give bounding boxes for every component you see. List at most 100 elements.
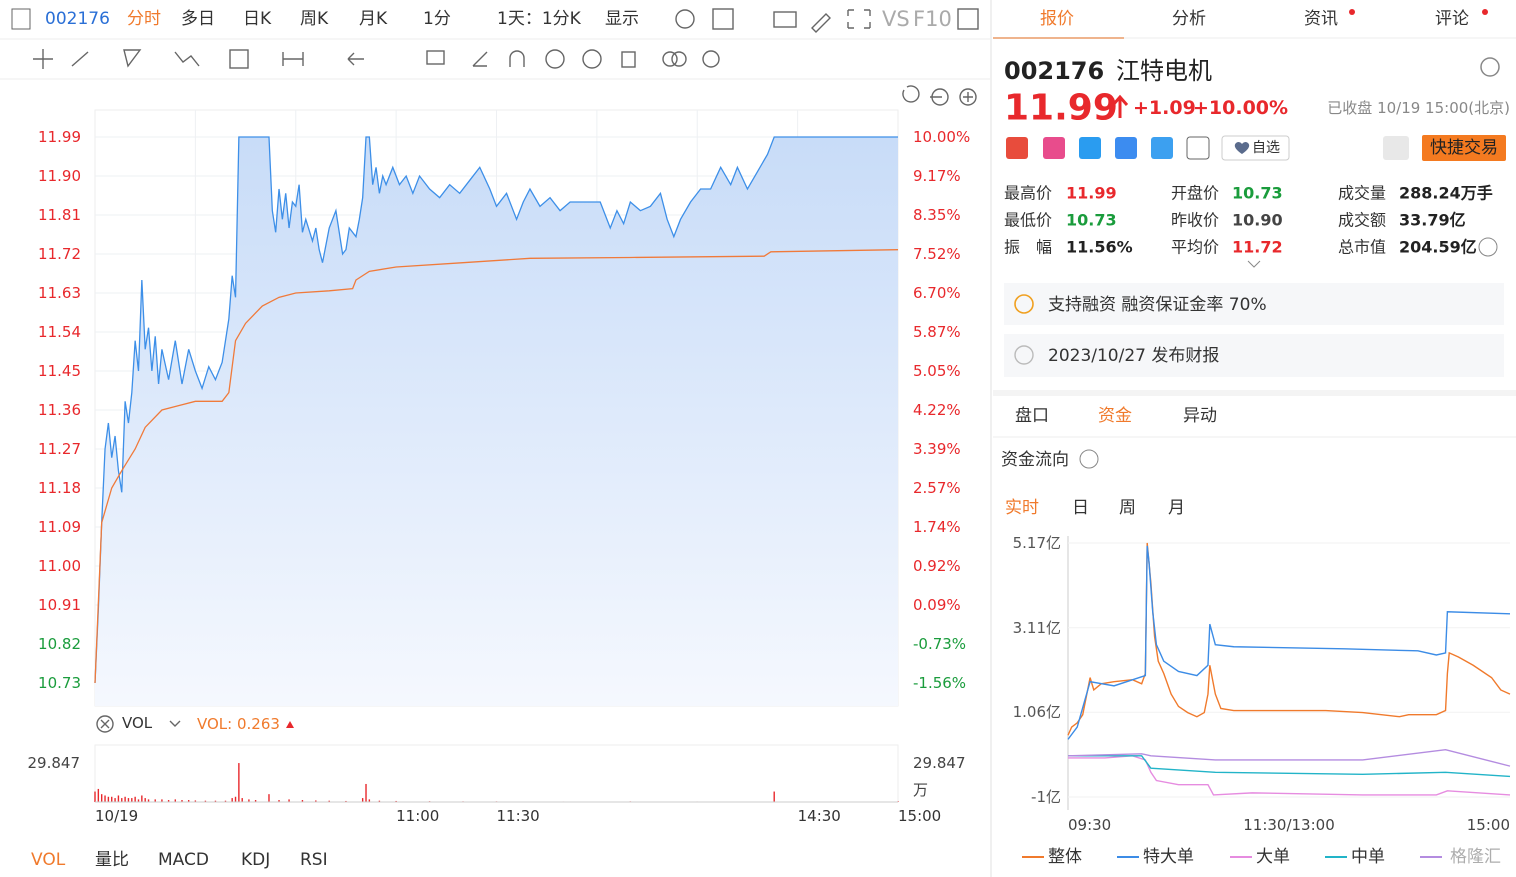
more-icon[interactable] xyxy=(1478,237,1498,257)
y-tick-label: 11.18 xyxy=(38,479,81,497)
indicator-dropdown[interactable] xyxy=(169,720,181,727)
x-tick-label: 15:00 xyxy=(898,807,941,825)
toolbar-item[interactable]: 月K xyxy=(359,9,388,29)
toolbar-item[interactable]: 周K xyxy=(300,9,329,29)
y2-tick-label: 8.35% xyxy=(913,206,961,224)
indicator-tab[interactable]: RSI xyxy=(300,850,328,870)
sub-tab[interactable]: 资金 xyxy=(1098,406,1132,426)
toolbar-item[interactable]: 日K xyxy=(243,9,272,29)
grid-tool[interactable] xyxy=(229,49,249,69)
hide-tool[interactable] xyxy=(582,49,602,69)
volume-bar xyxy=(167,800,170,802)
y2-tick-label: 7.52% xyxy=(913,245,961,263)
legend-label: 中单 xyxy=(1351,847,1385,867)
x-tick-label: 09:30 xyxy=(1068,816,1111,834)
trade-label[interactable]: 快捷交易 xyxy=(1430,138,1498,158)
stock-code[interactable]: 002176 xyxy=(45,9,110,29)
notice-box xyxy=(1004,334,1504,377)
heart-icon xyxy=(1234,142,1250,154)
toolbar-item[interactable]: 分时 xyxy=(127,9,161,29)
y-tick-label: 29.847 xyxy=(28,754,81,772)
section-title: 资金流向 xyxy=(1001,450,1069,470)
badge xyxy=(1151,137,1173,159)
camera-icon[interactable] xyxy=(773,11,797,28)
stat-label: 总市值 xyxy=(1338,238,1386,257)
toolbar-item[interactable]: 显示 xyxy=(605,9,639,29)
volume-bar xyxy=(361,798,364,802)
badge-icons xyxy=(1006,136,1210,160)
note-tool[interactable] xyxy=(426,50,445,65)
fullscreen-icon[interactable] xyxy=(847,9,871,29)
indicator-name[interactable]: VOL xyxy=(122,714,153,732)
watchlist-button[interactable] xyxy=(1221,135,1290,161)
square-icon[interactable] xyxy=(712,8,734,30)
volume-bar xyxy=(100,794,103,802)
tab[interactable]: 报价 xyxy=(1040,9,1074,29)
link-tool[interactable] xyxy=(662,51,678,67)
arrow-tool[interactable] xyxy=(347,52,364,66)
settings-tool[interactable] xyxy=(702,50,720,68)
up-arrow xyxy=(1111,94,1129,118)
zoom-out[interactable] xyxy=(931,88,949,106)
pen-icon[interactable] xyxy=(811,13,831,33)
period-tab[interactable]: 实时 xyxy=(1005,498,1039,518)
toolbar-item[interactable]: VS xyxy=(882,7,910,31)
tab[interactable]: 分析 xyxy=(1172,9,1206,29)
toolbar-item[interactable]: 多日 xyxy=(181,9,215,29)
stat-value: 11.56% xyxy=(1066,238,1133,257)
sub-tab[interactable]: 异动 xyxy=(1183,406,1217,426)
period-tab[interactable]: 周 xyxy=(1119,498,1136,518)
zoom-in[interactable] xyxy=(959,88,977,106)
last-price: 11.99 xyxy=(1004,88,1118,129)
magnet-tool[interactable] xyxy=(509,50,525,67)
y2-tick-label: -0.73% xyxy=(913,635,966,653)
stat-value: 288.24万手 xyxy=(1399,184,1493,203)
trade-button[interactable] xyxy=(1422,135,1506,161)
layout-icon[interactable] xyxy=(957,8,979,30)
wave-tool[interactable] xyxy=(174,51,200,67)
panel-icon[interactable] xyxy=(11,8,31,30)
y2-tick-label: 10.00% xyxy=(913,128,970,146)
indicator-tab[interactable]: MACD xyxy=(158,850,209,870)
range-tool[interactable] xyxy=(282,52,304,66)
y2-tick-label: 5.05% xyxy=(913,362,961,380)
settings-icon[interactable] xyxy=(675,9,695,29)
poly-tool[interactable] xyxy=(123,49,142,68)
y2-tick-label: 0.92% xyxy=(913,557,961,575)
volume-bar xyxy=(181,800,183,802)
angle-tool[interactable] xyxy=(472,51,488,67)
alert-button[interactable] xyxy=(1383,136,1409,160)
settings-icon[interactable] xyxy=(1480,57,1500,77)
tab[interactable]: 评论 xyxy=(1435,9,1469,29)
tab[interactable]: 资讯 xyxy=(1304,9,1338,29)
toolbar-item[interactable]: 1分 xyxy=(423,9,451,29)
watermark: 格隆汇 xyxy=(1450,847,1501,867)
volume-bar xyxy=(134,796,136,802)
up-triangle xyxy=(286,721,294,728)
eye-tool[interactable] xyxy=(545,49,565,69)
indicator-tab[interactable]: 量比 xyxy=(95,850,129,870)
stat-label: 昨收价 xyxy=(1171,211,1219,230)
info-icon[interactable] xyxy=(1079,449,1099,469)
volume-bar xyxy=(301,800,304,802)
y2-tick-label: -1.56% xyxy=(913,674,966,692)
volume-bar xyxy=(365,783,367,802)
period-tab[interactable]: 日 xyxy=(1072,498,1089,518)
line-tool[interactable] xyxy=(71,51,89,67)
indicator-tab[interactable]: KDJ xyxy=(241,850,270,870)
expand-icon[interactable] xyxy=(1247,260,1261,268)
period-tab[interactable]: 月 xyxy=(1168,498,1185,518)
toolbar-item[interactable]: 1天：1分K xyxy=(497,9,582,29)
volume-bar xyxy=(368,799,371,802)
indicator-tab[interactable]: VOL xyxy=(31,850,66,870)
y-tick-label: 11.09 xyxy=(38,518,81,536)
toolbar-item[interactable]: F10 xyxy=(913,7,952,31)
delete-tool[interactable] xyxy=(621,51,636,68)
close-indicator[interactable] xyxy=(96,715,114,733)
y-tick-label: 3.11亿 xyxy=(1013,619,1061,637)
move-icon[interactable] xyxy=(33,49,53,69)
legend-label: 大单 xyxy=(1256,847,1290,867)
sub-tab[interactable]: 盘口 xyxy=(1015,406,1049,426)
fund-line xyxy=(1067,542,1511,736)
stat-label: 振 幅 xyxy=(1004,238,1052,257)
